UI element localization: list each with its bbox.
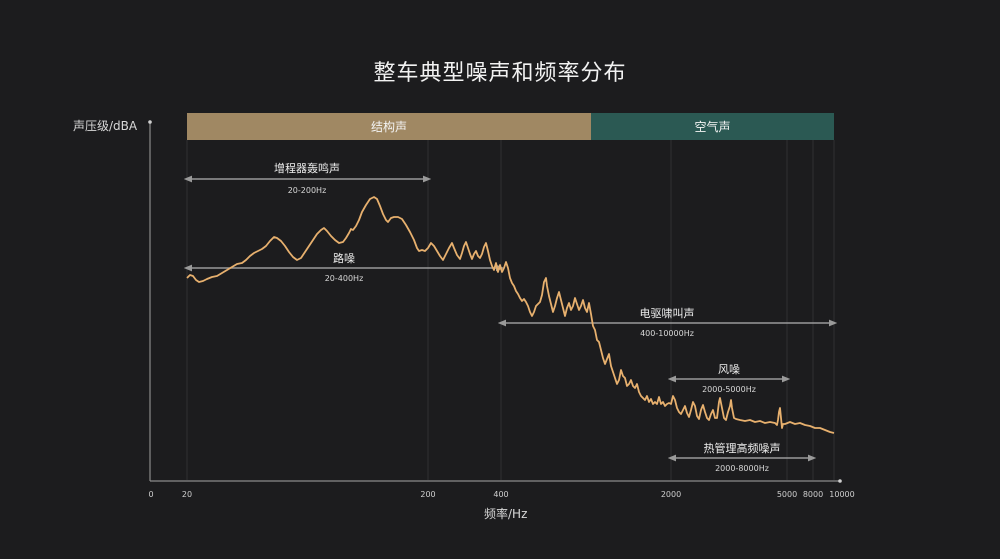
range-value-wind: 2000-5000Hz bbox=[702, 385, 756, 394]
range-label-road: 路噪 bbox=[333, 252, 355, 265]
x-tick: 20 bbox=[181, 490, 193, 499]
x-tick: 5000 bbox=[776, 490, 798, 499]
x-tick: 0 bbox=[148, 490, 154, 499]
x-tick: 400 bbox=[493, 490, 509, 499]
range-label-motor: 电驱啸叫声 bbox=[639, 307, 695, 320]
x-tick: 2000 bbox=[660, 490, 682, 499]
x-axis-arrow-icon bbox=[838, 479, 842, 483]
grid-lines bbox=[186, 140, 835, 480]
band-structure-borne: 结构声 bbox=[187, 113, 591, 140]
range-value-thermal: 2000-8000Hz bbox=[715, 464, 769, 473]
y-axis-arrow-icon bbox=[148, 120, 152, 124]
x-tick: 8000 bbox=[802, 490, 824, 499]
y-axis-label: 声压级/dBA bbox=[73, 119, 138, 133]
range-label-engine: 增程器轰鸣声 bbox=[274, 162, 340, 175]
x-axis-label: 频率/Hz bbox=[484, 507, 528, 521]
range-arrows bbox=[183, 175, 838, 462]
chart-title: 整车典型噪声和频率分布 bbox=[373, 61, 627, 86]
band-structure-label: 结构声 bbox=[370, 120, 407, 134]
band-air-label: 空气声 bbox=[694, 120, 731, 134]
range-value-road: 20-400Hz bbox=[324, 274, 364, 283]
range-value-engine: 20-200Hz bbox=[287, 186, 327, 195]
axes bbox=[149, 122, 840, 482]
x-tick: 10000 bbox=[829, 490, 855, 499]
range-label-wind: 风噪 bbox=[718, 363, 740, 376]
range-value-motor: 400-10000Hz bbox=[640, 329, 694, 338]
noise-spectrum-line bbox=[186, 196, 835, 434]
band-airborne: 空气声 bbox=[591, 113, 834, 140]
x-tick: 200 bbox=[420, 490, 436, 499]
range-label-thermal: 热管理高频噪声 bbox=[703, 442, 781, 455]
